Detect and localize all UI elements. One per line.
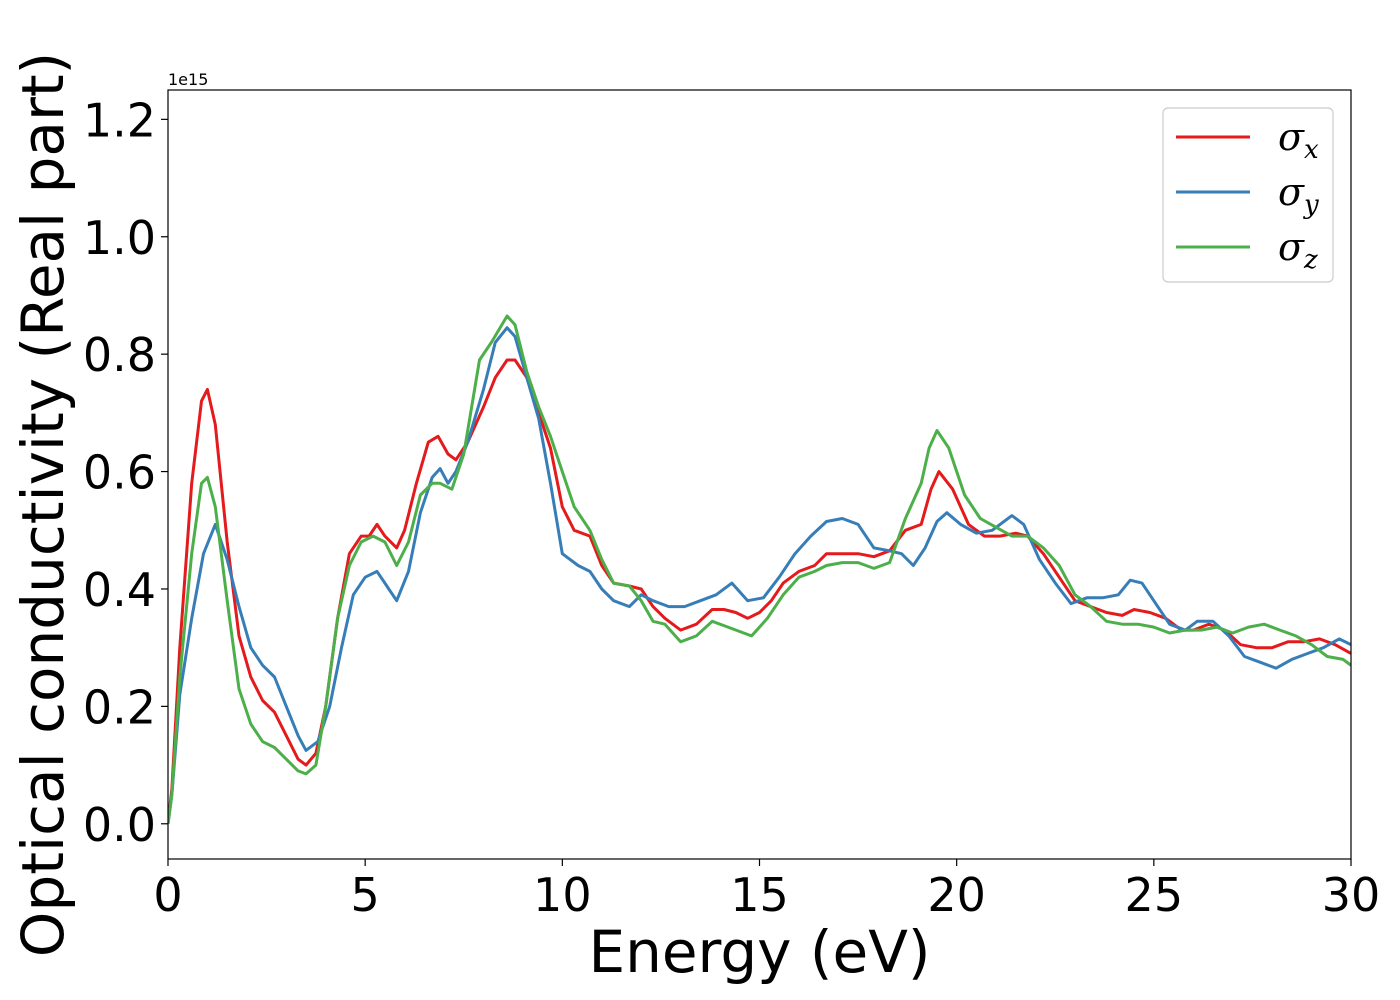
x-axis-ticks: 0 5 10 15 20 25 30 — [153, 859, 1380, 922]
x-tick-label: 15 — [730, 868, 789, 922]
series-line-x — [168, 358, 1351, 824]
x-axis-label: Energy (eV) — [588, 918, 930, 986]
x-tick-label: 0 — [153, 868, 182, 922]
x-tick-label: 5 — [351, 868, 380, 922]
x-tick-label: 20 — [927, 868, 986, 922]
legend-label-x: σx — [1278, 115, 1319, 165]
y-axis-ticks: 0.0 0.2 0.4 0.6 0.8 1.0 1.2 — [83, 93, 168, 852]
y-tick-label: 0.6 — [83, 446, 156, 500]
plot-lines — [168, 314, 1351, 824]
series-line-z — [168, 314, 1351, 824]
legend-label-y: σy — [1278, 170, 1319, 220]
y-tick-label: 0.4 — [83, 563, 156, 617]
y-axis-label: Optical conductivity (Real part) — [9, 52, 77, 957]
series-line-y — [168, 326, 1351, 824]
y-tick-label: 1.0 — [83, 211, 156, 265]
y-offset-text: 1e15 — [168, 70, 208, 89]
legend-box — [1162, 107, 1334, 283]
y-tick-label: 0.2 — [83, 680, 156, 734]
y-tick-label: 1.2 — [83, 93, 156, 147]
x-tick-label: 25 — [1125, 868, 1184, 922]
x-tick-label: 10 — [533, 868, 592, 922]
y-tick-label: 0.0 — [83, 798, 156, 852]
y-tick-label: 0.8 — [83, 328, 156, 382]
x-tick-label: 30 — [1322, 868, 1381, 922]
legend-label-z: σz — [1278, 225, 1318, 275]
